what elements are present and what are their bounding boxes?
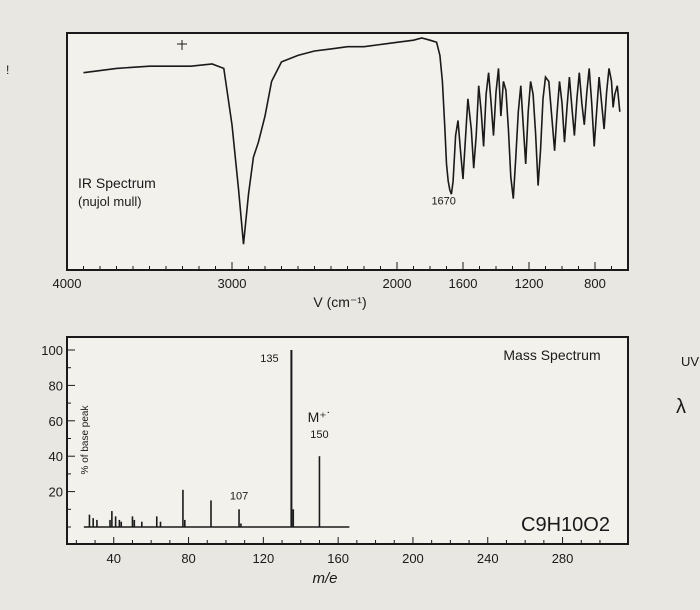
ms-peak-label-molecular-ion: M⁺˙ xyxy=(308,409,332,425)
ms-peaks xyxy=(88,350,321,527)
ms-formula: C9H10O2 xyxy=(521,514,610,536)
ms-x-tick-marks xyxy=(75,537,601,544)
ir-x-tick-label: 4000 xyxy=(53,276,82,291)
ms-x-tick-label: 80 xyxy=(181,551,195,566)
cropped-uv-label: UV xyxy=(681,354,699,369)
cropped-lambda-label: λ xyxy=(676,396,686,418)
ir-title: IR Spectrum xyxy=(78,175,156,191)
ms-x-axis-label: m/e xyxy=(312,570,337,587)
ir-tick-labels: 4000 3000 2000 1600 1200 800 xyxy=(53,276,606,291)
ms-y-tick-label: 80 xyxy=(49,378,63,393)
ms-y-tick-label: 100 xyxy=(41,343,63,358)
ir-spectrum-chart: 4000 3000 2000 1600 1200 800 IR Spectrum (nuj… xyxy=(53,32,629,310)
ir-x-axis-label: V (cm⁻¹) xyxy=(313,294,366,310)
ms-x-tick-label: 280 xyxy=(552,551,574,566)
ms-x-tick-label: 200 xyxy=(402,551,424,566)
ms-x-tick-label: 240 xyxy=(477,551,499,566)
ir-annotation-1670: 1670 xyxy=(431,196,455,208)
ms-y-tick-labels: 20 40 60 80 100 xyxy=(41,343,63,500)
ms-y-tick-label: 40 xyxy=(49,449,63,464)
ms-peak-label-107: 107 xyxy=(230,490,248,502)
ms-y-axis-label: % of base peak xyxy=(80,405,91,475)
ir-x-tick-label: 3000 xyxy=(218,276,247,291)
ms-y-tick-marks xyxy=(67,349,75,528)
ms-y-tick-label: 20 xyxy=(49,485,63,500)
stray-mark: ! xyxy=(6,63,9,77)
ms-peak-label-150: 150 xyxy=(310,429,328,441)
ms-x-tick-label: 160 xyxy=(327,551,349,566)
ir-x-tick-label: 1200 xyxy=(515,276,544,291)
ms-x-tick-label: 120 xyxy=(252,551,274,566)
svg-text:C9H10O2: C9H10O2 xyxy=(521,514,610,536)
ms-y-tick-label: 60 xyxy=(49,414,63,429)
ir-spectrum-series xyxy=(83,37,621,245)
ms-x-tick-label: 40 xyxy=(107,551,121,566)
ir-x-tick-label: 1600 xyxy=(449,276,478,291)
ir-x-tick-label: 2000 xyxy=(383,276,412,291)
ir-plot-frame xyxy=(66,32,629,271)
ir-x-tick-label: 800 xyxy=(584,276,606,291)
ms-plot-frame xyxy=(66,336,629,545)
ms-title: Mass Spectrum xyxy=(503,347,600,363)
ms-peak-label-135: 135 xyxy=(260,353,278,365)
ir-tick-marks xyxy=(66,262,612,270)
ms-x-tick-labels: 40 80 120 160 200 240 280 xyxy=(107,551,574,566)
ms-formula-text: C9H10O2 xyxy=(521,514,610,536)
ir-subtitle: (nujol mull) xyxy=(78,194,142,209)
